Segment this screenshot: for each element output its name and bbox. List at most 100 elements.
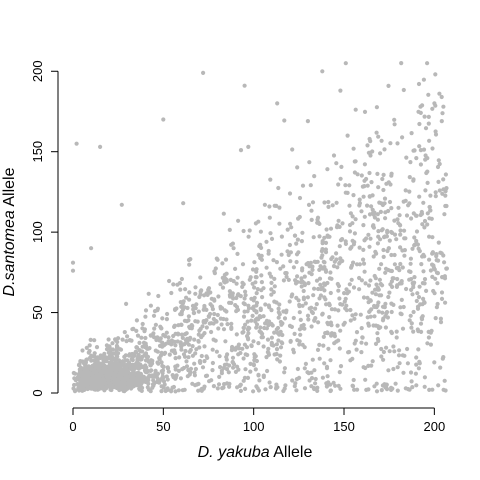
data-point	[165, 366, 171, 371]
data-point	[206, 286, 212, 291]
data-point	[352, 316, 357, 321]
y-axis-title-italic: D.santomea	[1, 210, 18, 296]
data-point	[88, 337, 93, 342]
data-point	[324, 227, 329, 232]
data-point	[418, 148, 423, 153]
data-point	[416, 246, 421, 251]
data-point	[137, 387, 142, 392]
data-point	[322, 260, 327, 265]
data-point	[215, 312, 220, 318]
data-point	[407, 175, 412, 180]
data-point	[192, 361, 197, 366]
data-point	[405, 346, 410, 352]
data-point	[310, 200, 316, 205]
data-point	[347, 349, 352, 355]
data-point	[396, 205, 401, 210]
data-point	[245, 352, 250, 358]
data-point	[110, 341, 115, 346]
data-point	[187, 325, 192, 331]
data-point	[235, 251, 240, 256]
data-point	[282, 370, 287, 375]
data-point	[412, 148, 417, 153]
data-point	[157, 343, 163, 348]
data-point	[350, 356, 355, 361]
data-point	[394, 335, 399, 340]
data-point	[300, 230, 305, 235]
x-tick-label: 50	[156, 419, 170, 434]
data-point	[246, 303, 251, 308]
data-point	[374, 105, 379, 110]
data-point	[381, 254, 386, 259]
data-point	[274, 382, 279, 387]
data-point	[427, 234, 432, 239]
data-point	[415, 242, 420, 247]
data-point	[386, 246, 391, 251]
data-point	[233, 266, 238, 271]
data-point	[165, 311, 170, 317]
data-point	[119, 377, 124, 382]
data-point	[299, 276, 304, 281]
data-point	[347, 229, 353, 234]
data-point	[161, 117, 166, 122]
data-point	[115, 339, 120, 345]
data-point	[369, 180, 374, 185]
data-point	[238, 388, 243, 393]
data-point	[369, 307, 374, 312]
data-point	[159, 360, 164, 365]
data-point	[381, 187, 386, 193]
data-point	[309, 384, 314, 389]
data-point	[295, 165, 300, 170]
data-point	[334, 200, 339, 205]
data-point	[282, 366, 287, 371]
data-point	[154, 336, 159, 341]
data-point	[167, 352, 172, 357]
data-point	[80, 348, 85, 353]
data-point	[226, 370, 231, 375]
data-point	[407, 387, 412, 392]
data-point	[173, 307, 178, 312]
data-point	[389, 229, 394, 235]
data-point	[323, 240, 329, 245]
data-point	[299, 239, 304, 244]
data-point	[387, 349, 392, 354]
data-point	[235, 293, 240, 298]
data-point	[383, 270, 388, 275]
data-point	[254, 309, 259, 314]
data-point	[329, 276, 334, 281]
data-point	[200, 333, 205, 338]
data-point	[288, 221, 293, 226]
data-point	[116, 362, 121, 367]
data-point	[72, 382, 77, 388]
data-point	[310, 310, 315, 316]
data-point	[150, 385, 155, 390]
data-point	[288, 339, 293, 344]
data-point	[382, 201, 387, 206]
data-point	[359, 209, 364, 214]
x-axis-title-rest: Allele	[270, 444, 313, 461]
data-point	[267, 305, 272, 310]
data-point	[316, 220, 321, 225]
data-point	[411, 211, 416, 216]
data-point	[243, 322, 248, 327]
data-point	[378, 209, 383, 214]
data-point	[251, 339, 256, 344]
data-point	[266, 248, 271, 254]
data-point	[401, 87, 406, 93]
data-point	[284, 274, 289, 279]
data-point	[414, 362, 419, 367]
data-point	[269, 342, 274, 347]
data-point	[213, 318, 218, 324]
data-point	[372, 314, 377, 319]
data-point	[342, 299, 347, 304]
data-point	[208, 311, 213, 317]
data-point	[442, 378, 447, 383]
data-point	[350, 313, 355, 318]
data-point	[159, 326, 164, 331]
data-point	[338, 364, 344, 369]
data-point	[360, 335, 365, 340]
data-point	[202, 384, 207, 389]
data-point	[173, 356, 178, 361]
data-point	[422, 114, 427, 119]
data-point	[218, 282, 223, 287]
data-point	[219, 371, 224, 376]
